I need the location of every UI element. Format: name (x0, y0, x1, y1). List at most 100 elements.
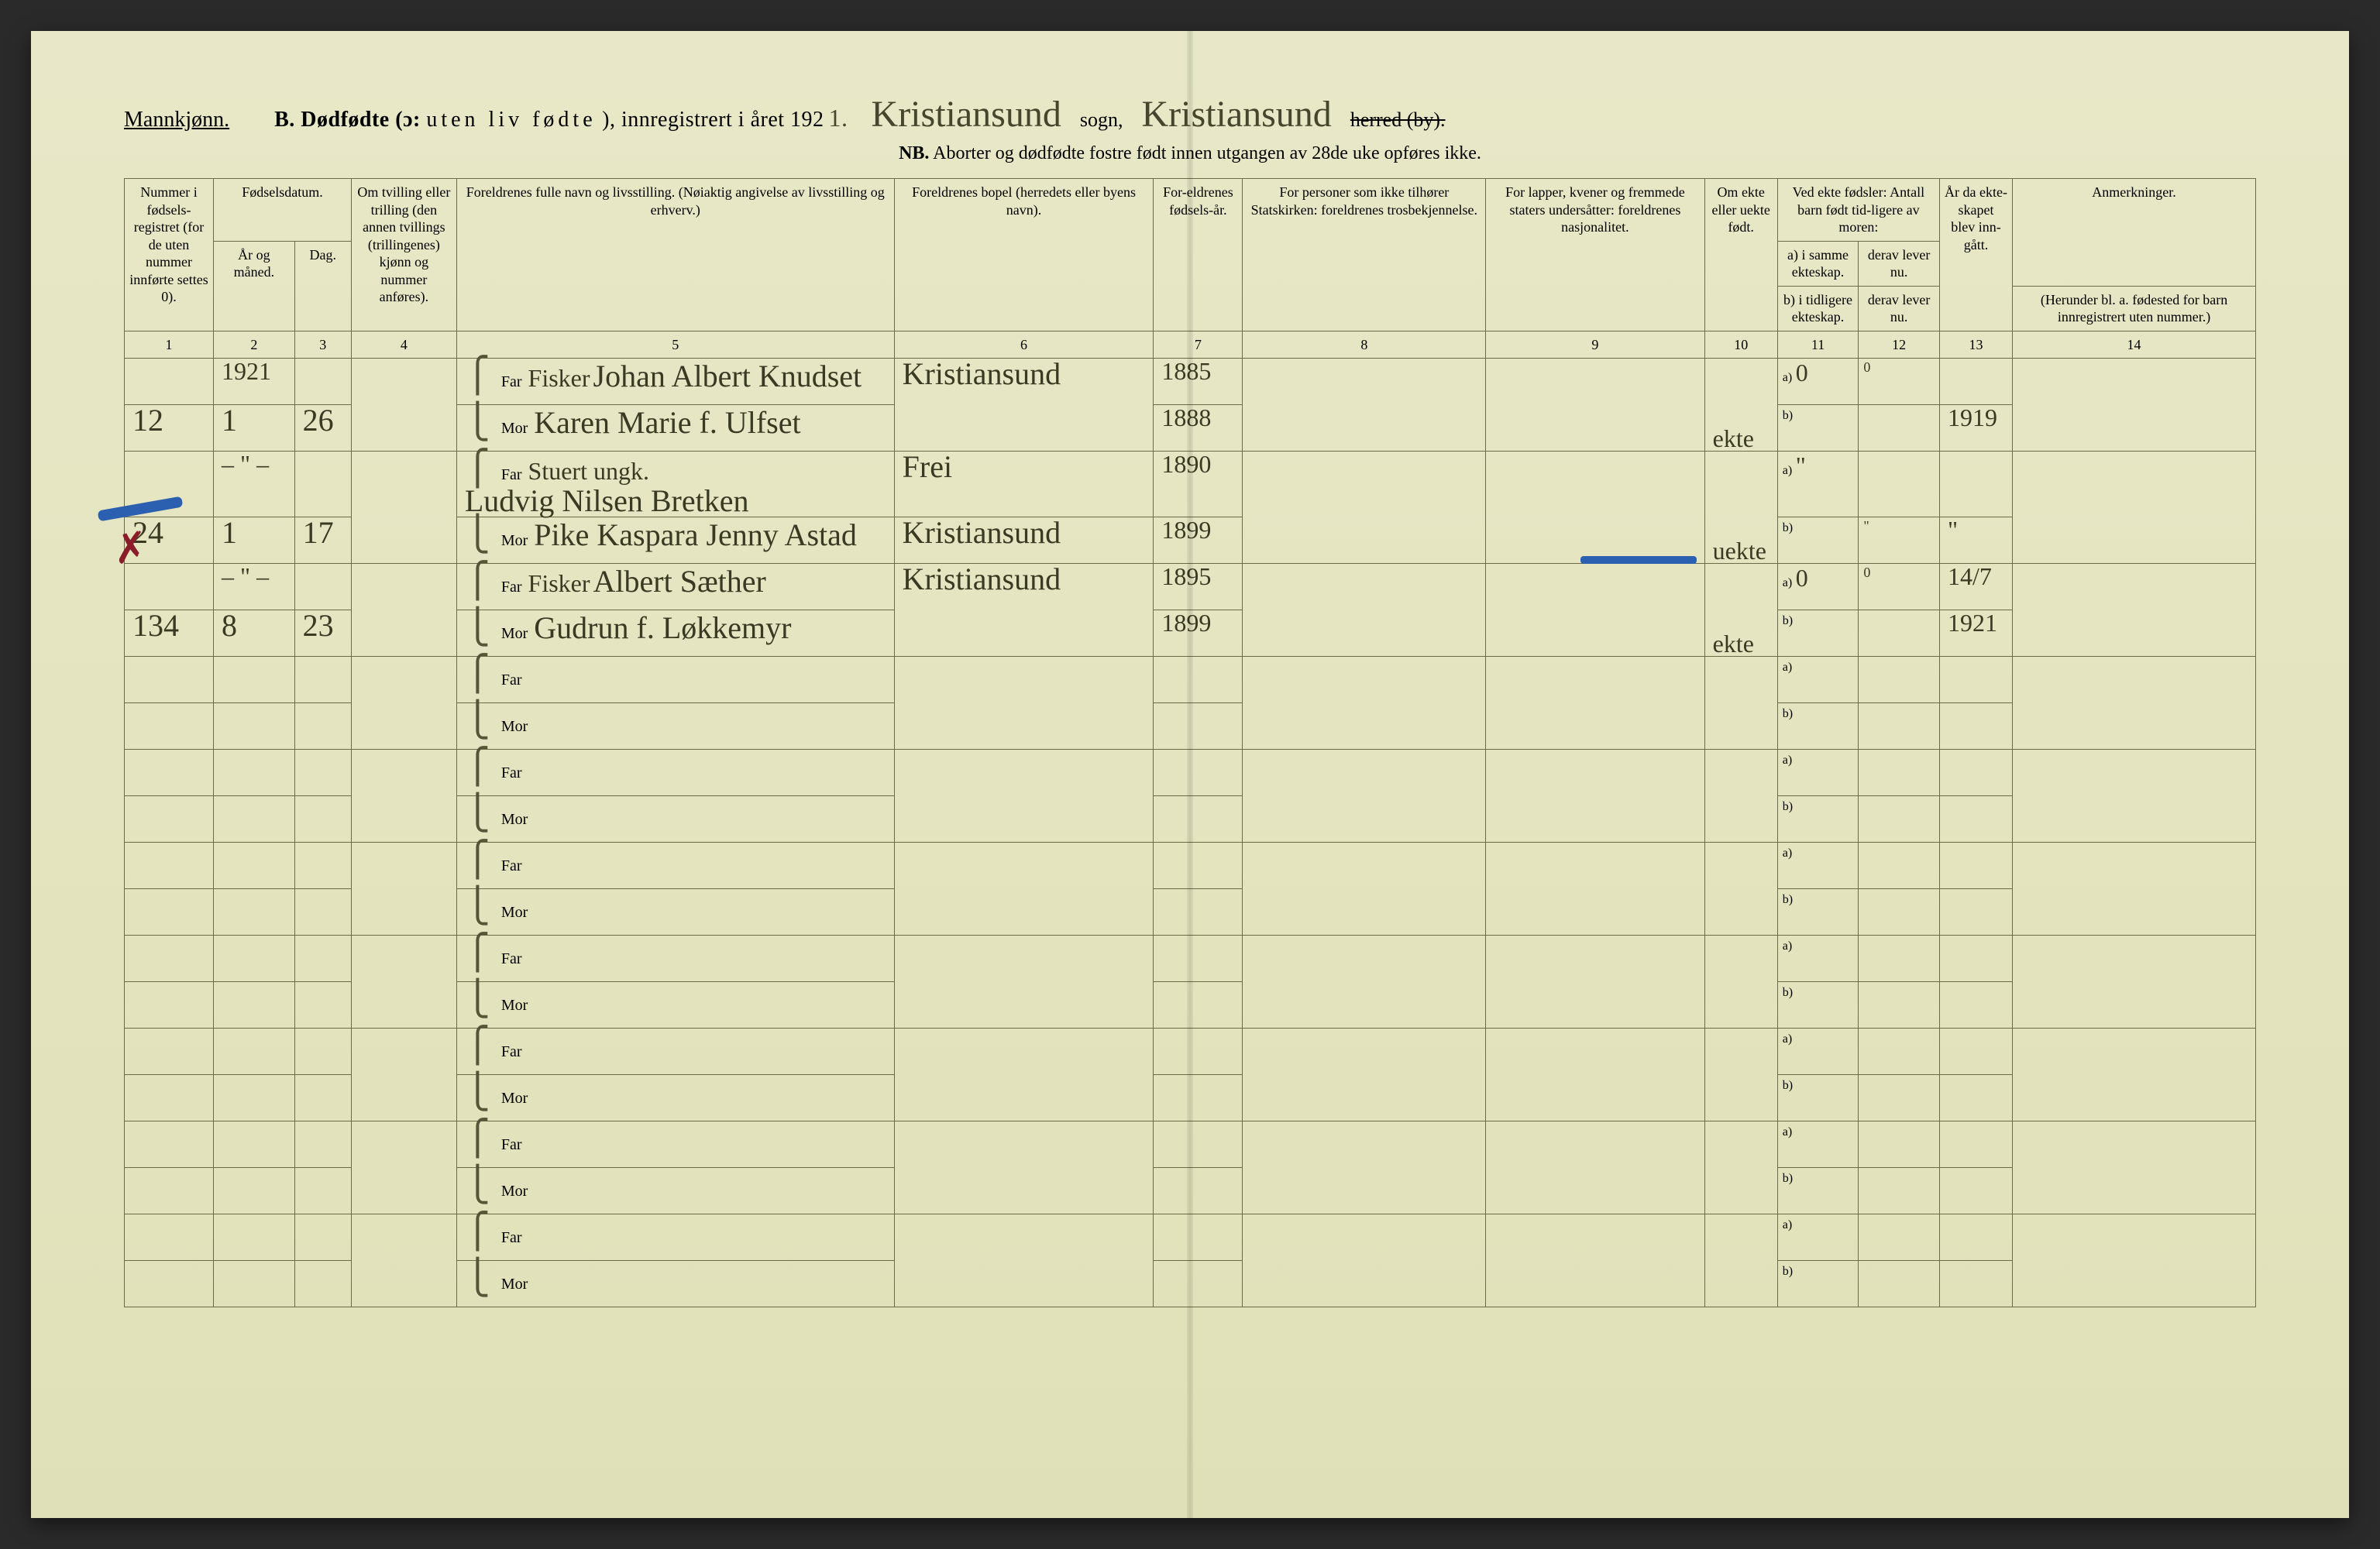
cell-day: 23 (294, 610, 351, 657)
cell-b-lever (1859, 405, 1940, 452)
brace-close-icon: ⎩ (465, 403, 490, 441)
a-same-val: " (1796, 452, 1806, 479)
col-header-14: Anmerkninger. (2013, 179, 2256, 287)
far-name: Albert Sæther (593, 564, 766, 599)
far-label: Far (494, 671, 525, 689)
sogn-label: sogn, (1080, 108, 1123, 132)
cell-a-same: a) " (1777, 452, 1859, 517)
colnum: 5 (456, 331, 894, 359)
cell-mor-year: 1888 (1154, 405, 1243, 452)
colnum: 4 (351, 331, 456, 359)
cell-num: 134 (125, 610, 214, 657)
cell-day-blank (294, 359, 351, 405)
cell-mor-year: 1899 (1154, 517, 1243, 564)
cell-nasj (1486, 359, 1704, 452)
gender-label: Mannkjønn. (124, 108, 229, 132)
colnum: 6 (894, 331, 1154, 359)
col-header-5: Foreldrenes fulle navn og livsstilling. … (456, 179, 894, 331)
colnum: 2 (214, 331, 295, 359)
column-number-row: 1 2 3 4 5 6 7 8 9 10 11 12 13 14 (125, 331, 2256, 359)
cell-a-lever: 0 (1859, 564, 1940, 610)
col-header-13: År da ekte-skapet blev inn-gått. (1939, 179, 2012, 331)
col-header-2a: År og måned. (214, 241, 295, 331)
far-name: Johan Albert Knudset (593, 359, 862, 393)
title-main: Dødfødte (ɔ: (301, 108, 421, 132)
far-name: Ludvig Nilsen Bretken (465, 483, 749, 518)
cell-nasj (1486, 452, 1704, 564)
cell-twin (351, 359, 456, 452)
colnum: 14 (2013, 331, 2256, 359)
far-label: Far (494, 373, 525, 390)
cell-anm (2013, 359, 2256, 452)
cell-month: 1 (214, 517, 295, 564)
cell-ekteskap-aar: 1921 (1939, 610, 2012, 657)
col-header-14-title: Anmerkninger. (2017, 184, 2251, 201)
cell-ekteskap-aar: 1919 (1939, 405, 2012, 452)
empty-row-far: ⎧ Fara) (125, 657, 2256, 703)
cell-num: 12 (125, 405, 214, 452)
cell-b-same: b) (1777, 610, 1859, 657)
cell-ekte: ekte (1704, 564, 1777, 657)
cell-month: 1 (214, 405, 295, 452)
colnum: 10 (1704, 331, 1777, 359)
far-label: Far (494, 857, 525, 874)
cell-far-year: 1885 (1154, 359, 1243, 405)
mor-label: Mor (494, 1090, 531, 1107)
mor-label: Mor (494, 904, 531, 921)
col-header-10: Om ekte eller uekte født. (1704, 179, 1777, 331)
mor-label: Mor (494, 625, 531, 642)
empty-row-far: ⎧ Fara) (125, 936, 2256, 982)
cell-ekteskap-aar: " (1939, 517, 2012, 564)
table-body: 1921 ⎧ Far Fisker Johan Albert Knudset K… (125, 359, 2256, 1307)
a-same-val: 0 (1796, 359, 1808, 386)
colnum: 9 (1486, 331, 1704, 359)
col-header-2b: Dag. (294, 241, 351, 331)
cell-twin (351, 564, 456, 657)
cell-b-lever (1859, 610, 1940, 657)
col-header-2-group: Fødselsdatum. (214, 179, 352, 242)
cell-a-same: a) 0 (1777, 359, 1859, 405)
cell-far-name: ⎧ Far Stuert ungk. Ludvig Nilsen Bretken (456, 452, 894, 517)
far-occ: Stuert ungk. (528, 457, 649, 485)
colnum: 3 (294, 331, 351, 359)
cell-bopel: Kristiansund (894, 564, 1154, 657)
colnum: 12 (1859, 331, 1940, 359)
cell-ekteskap-top (1939, 452, 2012, 517)
brace-close-icon: ⎩ (465, 608, 490, 646)
cell-year: 1921 (214, 359, 295, 405)
herred-label: herred (by). (1350, 108, 1446, 132)
brace-close-icon: ⎩ (465, 515, 490, 553)
form-title: B. Dødfødte (ɔ: uten liv fødte ), innreg… (274, 104, 852, 132)
cell-ekteskap-top (1939, 359, 2012, 405)
colnum: 11 (1777, 331, 1859, 359)
a-same-val: 0 (1796, 564, 1808, 592)
entry-row-far: – " – ⎧ Far Fisker Albert Sæther Kristia… (125, 564, 2256, 610)
col-header-14-sub: (Herunder bl. a. fødested for barn innre… (2013, 286, 2256, 331)
cell-tros (1243, 452, 1486, 564)
mor-name: Gudrun f. Løkkemyr (534, 610, 791, 645)
cell-far-name: ⎧ Far Fisker Johan Albert Knudset (456, 359, 894, 405)
sogn-handwritten: Kristiansund (867, 93, 1066, 136)
nb-text: Aborter og dødfødte fostre født innen ut… (933, 143, 1481, 163)
cell-tros (1243, 359, 1486, 452)
empty-row-far: ⎧ Fara) (125, 843, 2256, 889)
mor-label: Mor (494, 1183, 531, 1200)
empty-row-far: ⎧ Fara) (125, 1121, 2256, 1168)
table-head: Nummer i fødsels-registret (for de uten … (125, 179, 2256, 359)
cell-month: 8 (214, 610, 295, 657)
cell-num-blank (125, 452, 214, 517)
far-label: Far (494, 1043, 525, 1060)
col-header-12b: derav lever nu. (1859, 286, 1940, 331)
header-line-1: Mannkjønn. B. Dødfødte (ɔ: uten liv født… (124, 93, 2256, 136)
far-occ: Fisker (528, 569, 590, 597)
colnum: 8 (1243, 331, 1486, 359)
far-label: Far (494, 1136, 525, 1153)
empty-row-far: ⎧ Fara) (125, 1029, 2256, 1075)
cell-ekte: uekte (1704, 452, 1777, 564)
cell-year: – " – (214, 564, 295, 610)
mor-name: Karen Marie f. Ulfset (534, 405, 800, 440)
col-header-12a: derav lever nu. (1859, 241, 1940, 286)
cell-a-same: a) 0 (1777, 564, 1859, 610)
brace-open-icon: ⎧ (465, 449, 490, 487)
col-header-11a: a) i samme ekteskap. (1777, 241, 1859, 286)
